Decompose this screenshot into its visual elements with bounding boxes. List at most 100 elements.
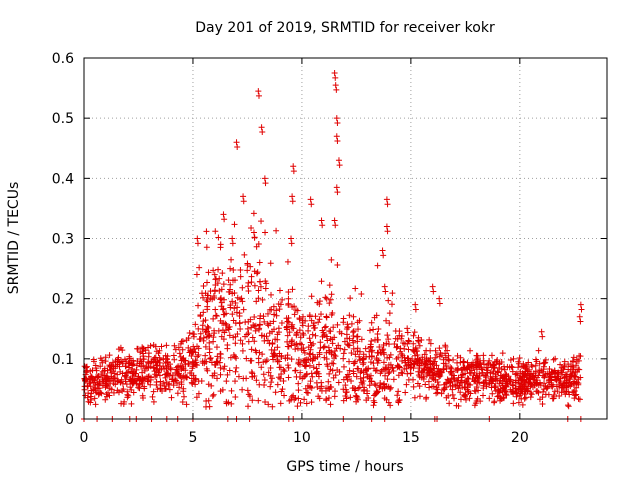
- data-point: [349, 337, 356, 344]
- data-point: [395, 388, 402, 395]
- data-point: [205, 292, 212, 299]
- data-point: [522, 368, 529, 375]
- data-point: [139, 350, 146, 357]
- data-point: [347, 295, 354, 302]
- data-point: [213, 275, 220, 282]
- data-point: [476, 370, 483, 377]
- data-point: [307, 196, 314, 203]
- data-point: [455, 403, 462, 410]
- data-point: [217, 296, 224, 303]
- data-point: [426, 336, 433, 343]
- data-point: [457, 396, 464, 403]
- data-point: [372, 367, 379, 374]
- data-point: [160, 356, 167, 363]
- chart-title: Day 201 of 2019, SRMTID for receiver kok…: [195, 20, 495, 36]
- data-point: [255, 88, 262, 95]
- data-point: [553, 383, 560, 390]
- data-point: [280, 378, 287, 385]
- data-point: [350, 333, 357, 340]
- data-point: [308, 317, 315, 324]
- data-point: [278, 353, 285, 360]
- data-point: [403, 365, 410, 372]
- data-point: [202, 343, 209, 350]
- data-point: [366, 375, 373, 382]
- data-point: [336, 162, 343, 169]
- data-point: [248, 357, 255, 364]
- data-point: [405, 337, 412, 344]
- data-point: [512, 377, 519, 384]
- data-point: [318, 387, 325, 394]
- data-point: [528, 391, 535, 398]
- data-point: [180, 365, 187, 372]
- data-point: [331, 217, 338, 224]
- data-point: [307, 346, 314, 353]
- data-point: [383, 340, 390, 347]
- data-point: [516, 354, 523, 361]
- data-point: [303, 389, 310, 396]
- data-point: [124, 388, 131, 395]
- data-point: [192, 349, 199, 356]
- data-point: [139, 344, 146, 351]
- data-point: [333, 115, 340, 122]
- data-point: [563, 379, 570, 386]
- data-point: [281, 392, 288, 399]
- data-point: [331, 388, 338, 395]
- data-point: [115, 354, 122, 361]
- data-point: [100, 378, 107, 385]
- data-point: [323, 397, 330, 404]
- data-point: [489, 390, 496, 397]
- data-point: [119, 387, 126, 394]
- data-point: [268, 291, 275, 298]
- data-point: [384, 228, 391, 235]
- data-point: [99, 382, 106, 389]
- data-point: [182, 361, 189, 368]
- data-point: [186, 330, 193, 337]
- data-point: [443, 394, 450, 401]
- data-point: [519, 401, 526, 408]
- data-point: [516, 392, 523, 399]
- data-point: [225, 399, 232, 406]
- data-point: [483, 364, 490, 371]
- data-point: [228, 400, 235, 407]
- data-point: [350, 328, 357, 335]
- data-point: [577, 353, 584, 360]
- data-point: [248, 224, 255, 231]
- data-point: [81, 383, 88, 390]
- data-point: [156, 347, 163, 354]
- data-point: [87, 368, 94, 375]
- data-point: [391, 341, 398, 348]
- data-point: [236, 312, 243, 319]
- data-point: [573, 384, 580, 391]
- data-point: [501, 375, 508, 382]
- data-point: [237, 337, 244, 344]
- data-point: [380, 359, 387, 366]
- data-point: [532, 356, 539, 363]
- data-point: [468, 361, 475, 368]
- data-point: [212, 276, 219, 283]
- data-point: [374, 389, 381, 396]
- data-point: [483, 374, 490, 381]
- data-point: [497, 372, 504, 379]
- data-point: [128, 400, 135, 407]
- data-point: [105, 375, 112, 382]
- data-point: [395, 363, 402, 370]
- data-point: [381, 283, 388, 290]
- data-point: [245, 403, 252, 410]
- data-point: [528, 362, 535, 369]
- data-point: [264, 337, 271, 344]
- data-point: [261, 382, 268, 389]
- data-point: [509, 381, 516, 388]
- data-point: [233, 139, 240, 146]
- data-point: [231, 289, 238, 296]
- data-point: [224, 345, 231, 352]
- data-point: [563, 383, 570, 390]
- data-point: [232, 340, 239, 347]
- data-point: [284, 362, 291, 369]
- data-point: [206, 339, 213, 346]
- data-point: [88, 390, 95, 397]
- data-point: [284, 343, 291, 350]
- data-point: [377, 370, 384, 377]
- data-point: [188, 353, 195, 360]
- data-point: [517, 383, 524, 390]
- data-point: [546, 371, 553, 378]
